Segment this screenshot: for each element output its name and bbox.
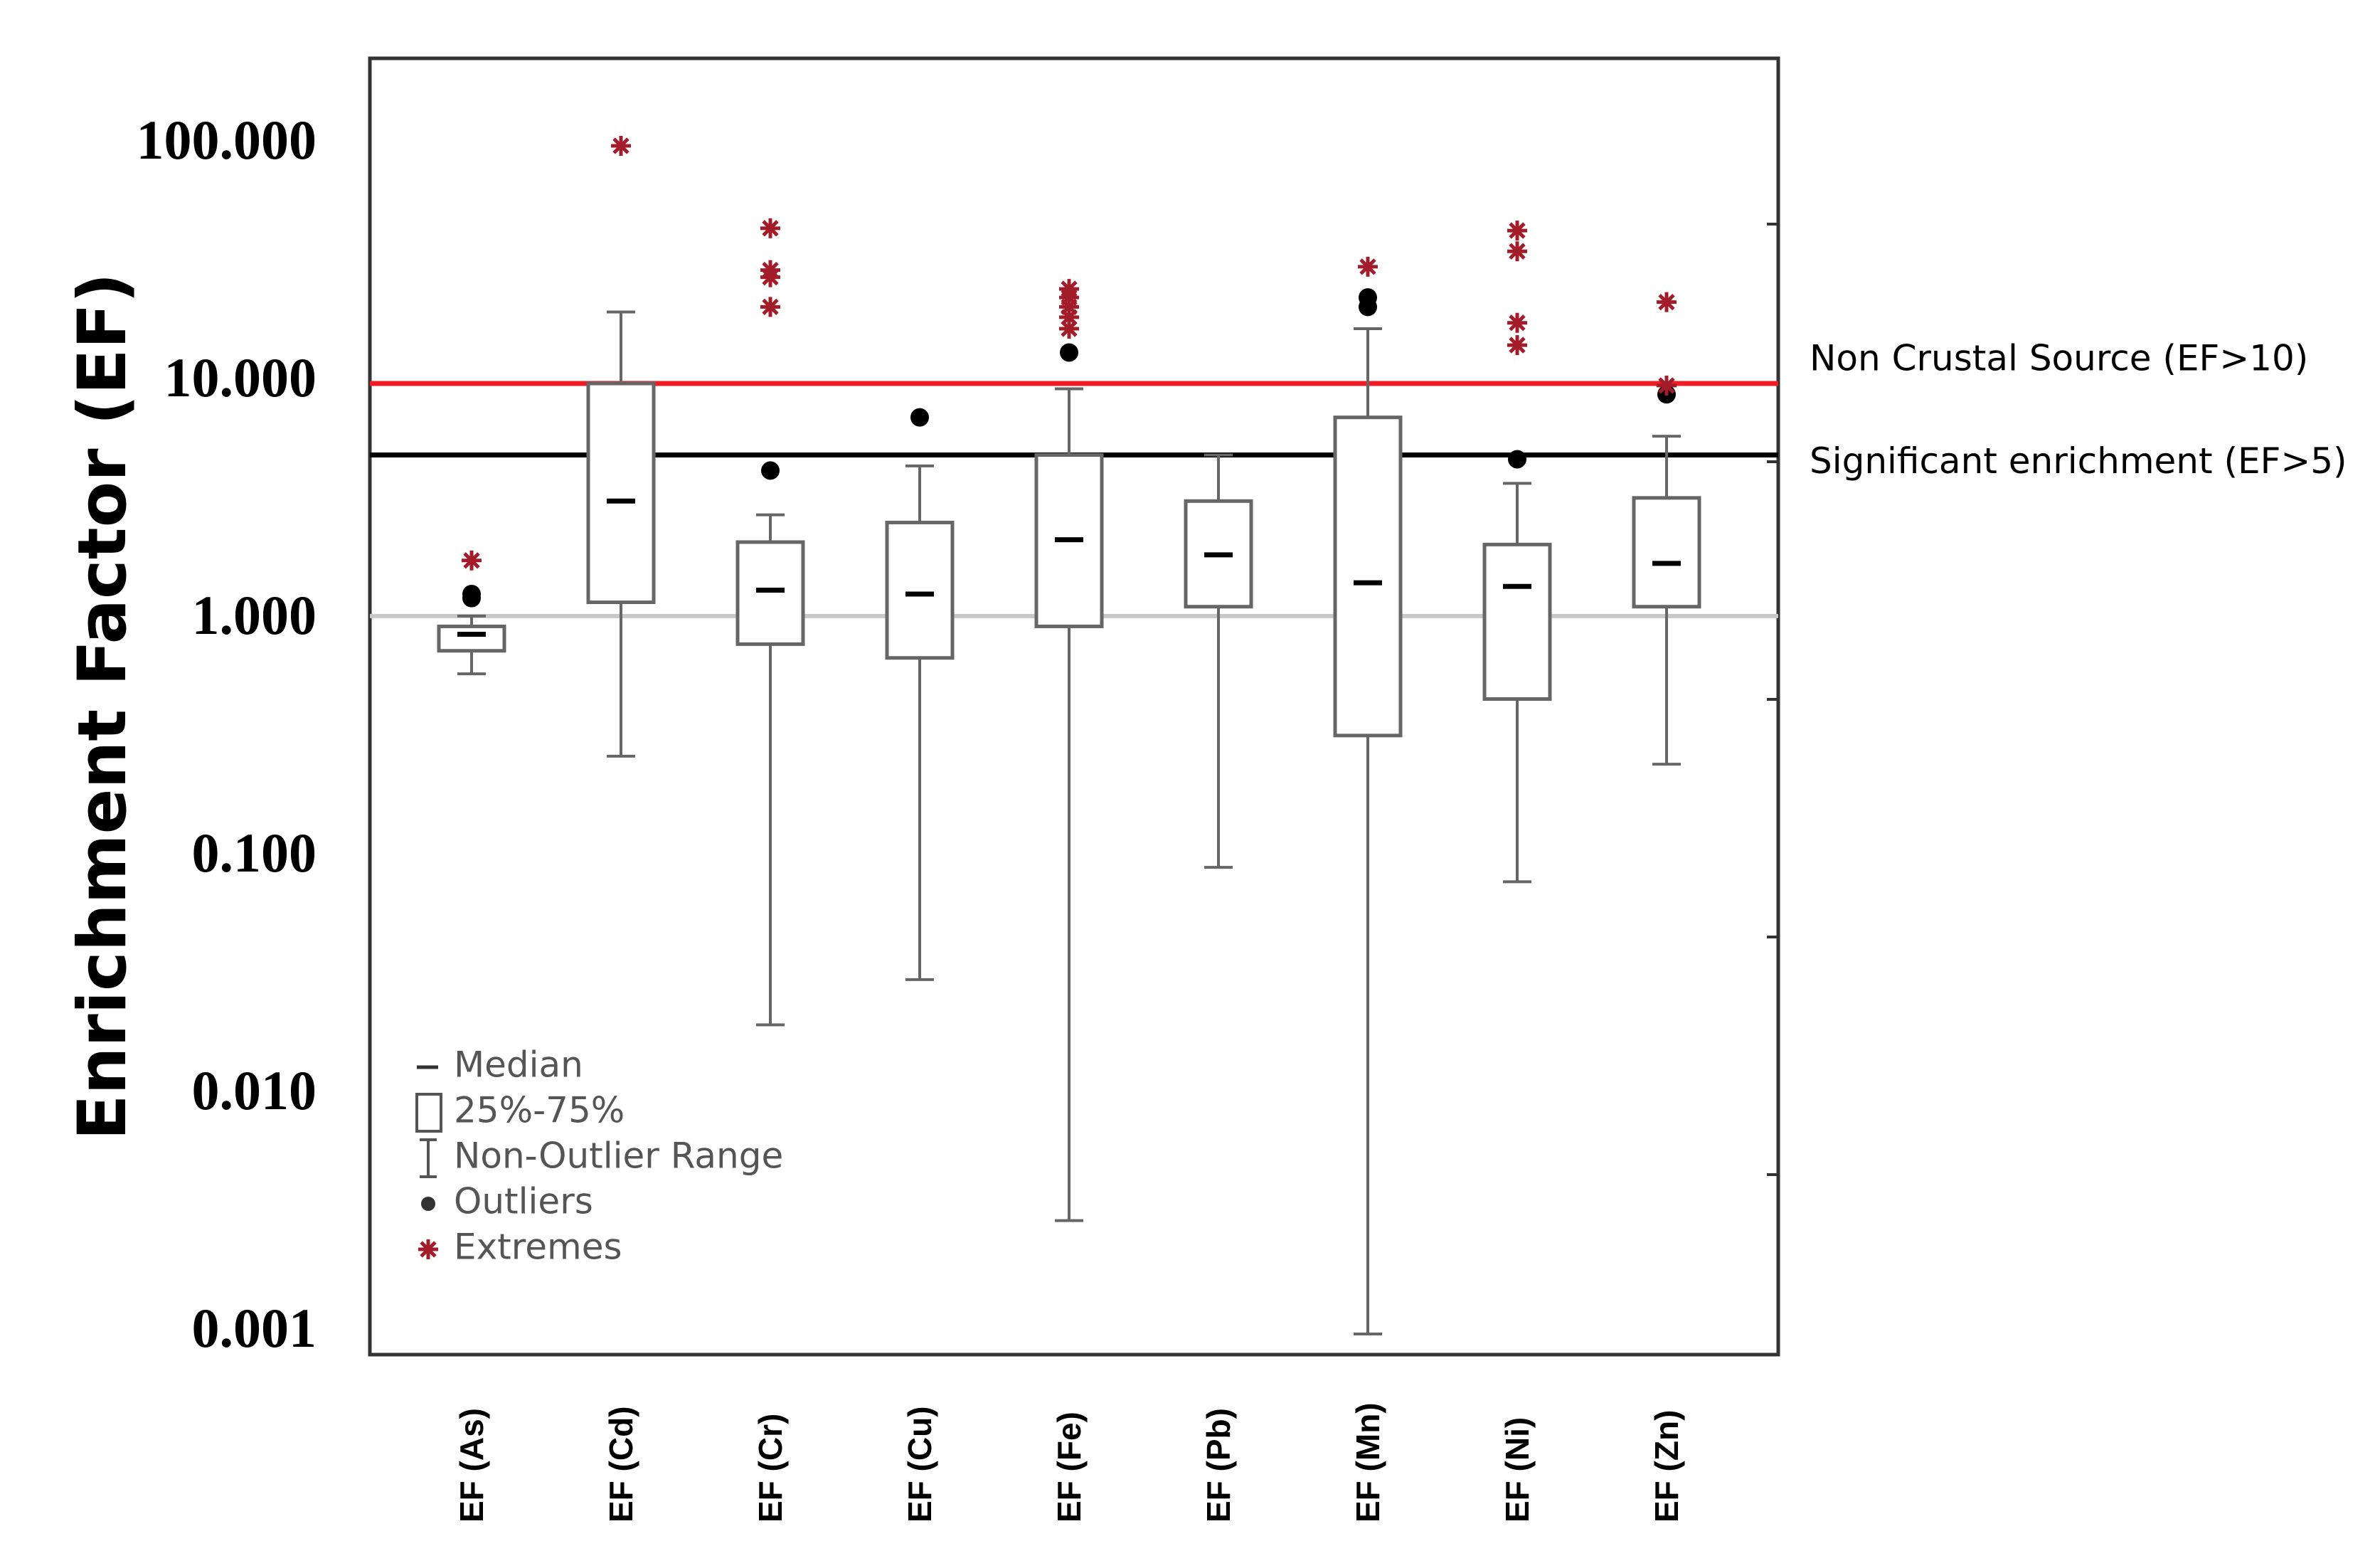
outlier-point — [1060, 343, 1078, 362]
outlier-point — [910, 408, 929, 427]
legend-item-median: Median — [417, 1044, 583, 1086]
extreme-point — [760, 267, 780, 287]
legend-label: Non-Outlier Range — [454, 1135, 783, 1177]
box-iqr — [1333, 415, 1403, 738]
extreme-point — [1507, 312, 1527, 333]
box-efcr — [735, 218, 805, 1027]
x-tick-label: EF (Cr) — [752, 1414, 789, 1523]
y-axis-label: Enrichment Factor (EF) — [64, 272, 142, 1140]
x-tick-label: EF (Ni) — [1499, 1417, 1536, 1523]
legend-item-outlier: Outliers — [421, 1181, 593, 1222]
legend-box-symbol — [415, 1093, 442, 1133]
outlier-point — [1508, 450, 1526, 469]
reference-line-label: Significant enrichment (EF>5) — [1810, 440, 2347, 482]
legend-item-extreme: Extremes — [418, 1227, 622, 1268]
box-iqr — [885, 520, 955, 660]
y-tick-label: 1.000 — [192, 584, 317, 646]
plot-frame — [368, 56, 1780, 1357]
box-efpb — [1184, 453, 1253, 869]
legend-outlier-symbol — [421, 1197, 435, 1211]
legend-label: Outliers — [454, 1181, 593, 1222]
box-efmn — [1333, 256, 1403, 1335]
box-iqr — [1632, 496, 1701, 609]
outlier-point — [462, 588, 481, 608]
box-efni — [1482, 221, 1552, 884]
extreme-point — [611, 136, 631, 156]
extreme-point — [1507, 335, 1527, 356]
legend-label: 25%-75% — [454, 1090, 625, 1131]
box-effe — [1034, 279, 1104, 1222]
legend-item-box: 25%-75% — [415, 1090, 625, 1133]
outlier-point — [761, 461, 780, 480]
extreme-point — [1657, 292, 1677, 312]
y-tick-label: 0.001 — [192, 1297, 317, 1359]
extreme-point — [1358, 256, 1378, 277]
y-tick-label: 100.000 — [137, 109, 317, 171]
extreme-point — [1507, 241, 1527, 262]
y-tick-label: 0.100 — [192, 822, 317, 884]
legend-label: Median — [454, 1044, 583, 1086]
box-efzn — [1632, 292, 1701, 766]
extreme-point — [1657, 375, 1677, 396]
x-tick-label: EF (Cd) — [602, 1406, 639, 1523]
x-tick-label: EF (Cu) — [901, 1406, 938, 1523]
extreme-point — [1059, 319, 1079, 339]
box-iqr — [586, 381, 656, 605]
box-efas — [437, 550, 506, 676]
box-efcd — [586, 136, 656, 758]
box-efcu — [885, 408, 955, 981]
legend-extreme-symbol — [418, 1239, 438, 1259]
y-tick-label: 0.010 — [192, 1059, 317, 1121]
x-tick-label: EF (Fe) — [1051, 1412, 1088, 1523]
y-tick-label: 10.000 — [164, 346, 317, 408]
legend-label: Extremes — [454, 1227, 622, 1268]
outlier-point — [1359, 297, 1377, 317]
x-tick-label: EF (Mn) — [1349, 1402, 1386, 1523]
reference-line-label: Non Crustal Source (EF>10) — [1810, 338, 2308, 379]
extreme-point — [1507, 221, 1527, 241]
legend-item-whisker: Non-Outlier Range — [420, 1135, 783, 1178]
extreme-point — [462, 550, 482, 571]
extreme-point — [760, 218, 780, 238]
x-tick-label: EF (Pb) — [1200, 1408, 1237, 1523]
box-iqr — [735, 540, 805, 646]
box-iqr — [437, 624, 506, 653]
x-tick-label: EF (As) — [453, 1408, 490, 1523]
x-tick-label: EF (Zn) — [1648, 1410, 1685, 1523]
extreme-point — [760, 297, 780, 317]
box-iqr — [1482, 542, 1552, 701]
